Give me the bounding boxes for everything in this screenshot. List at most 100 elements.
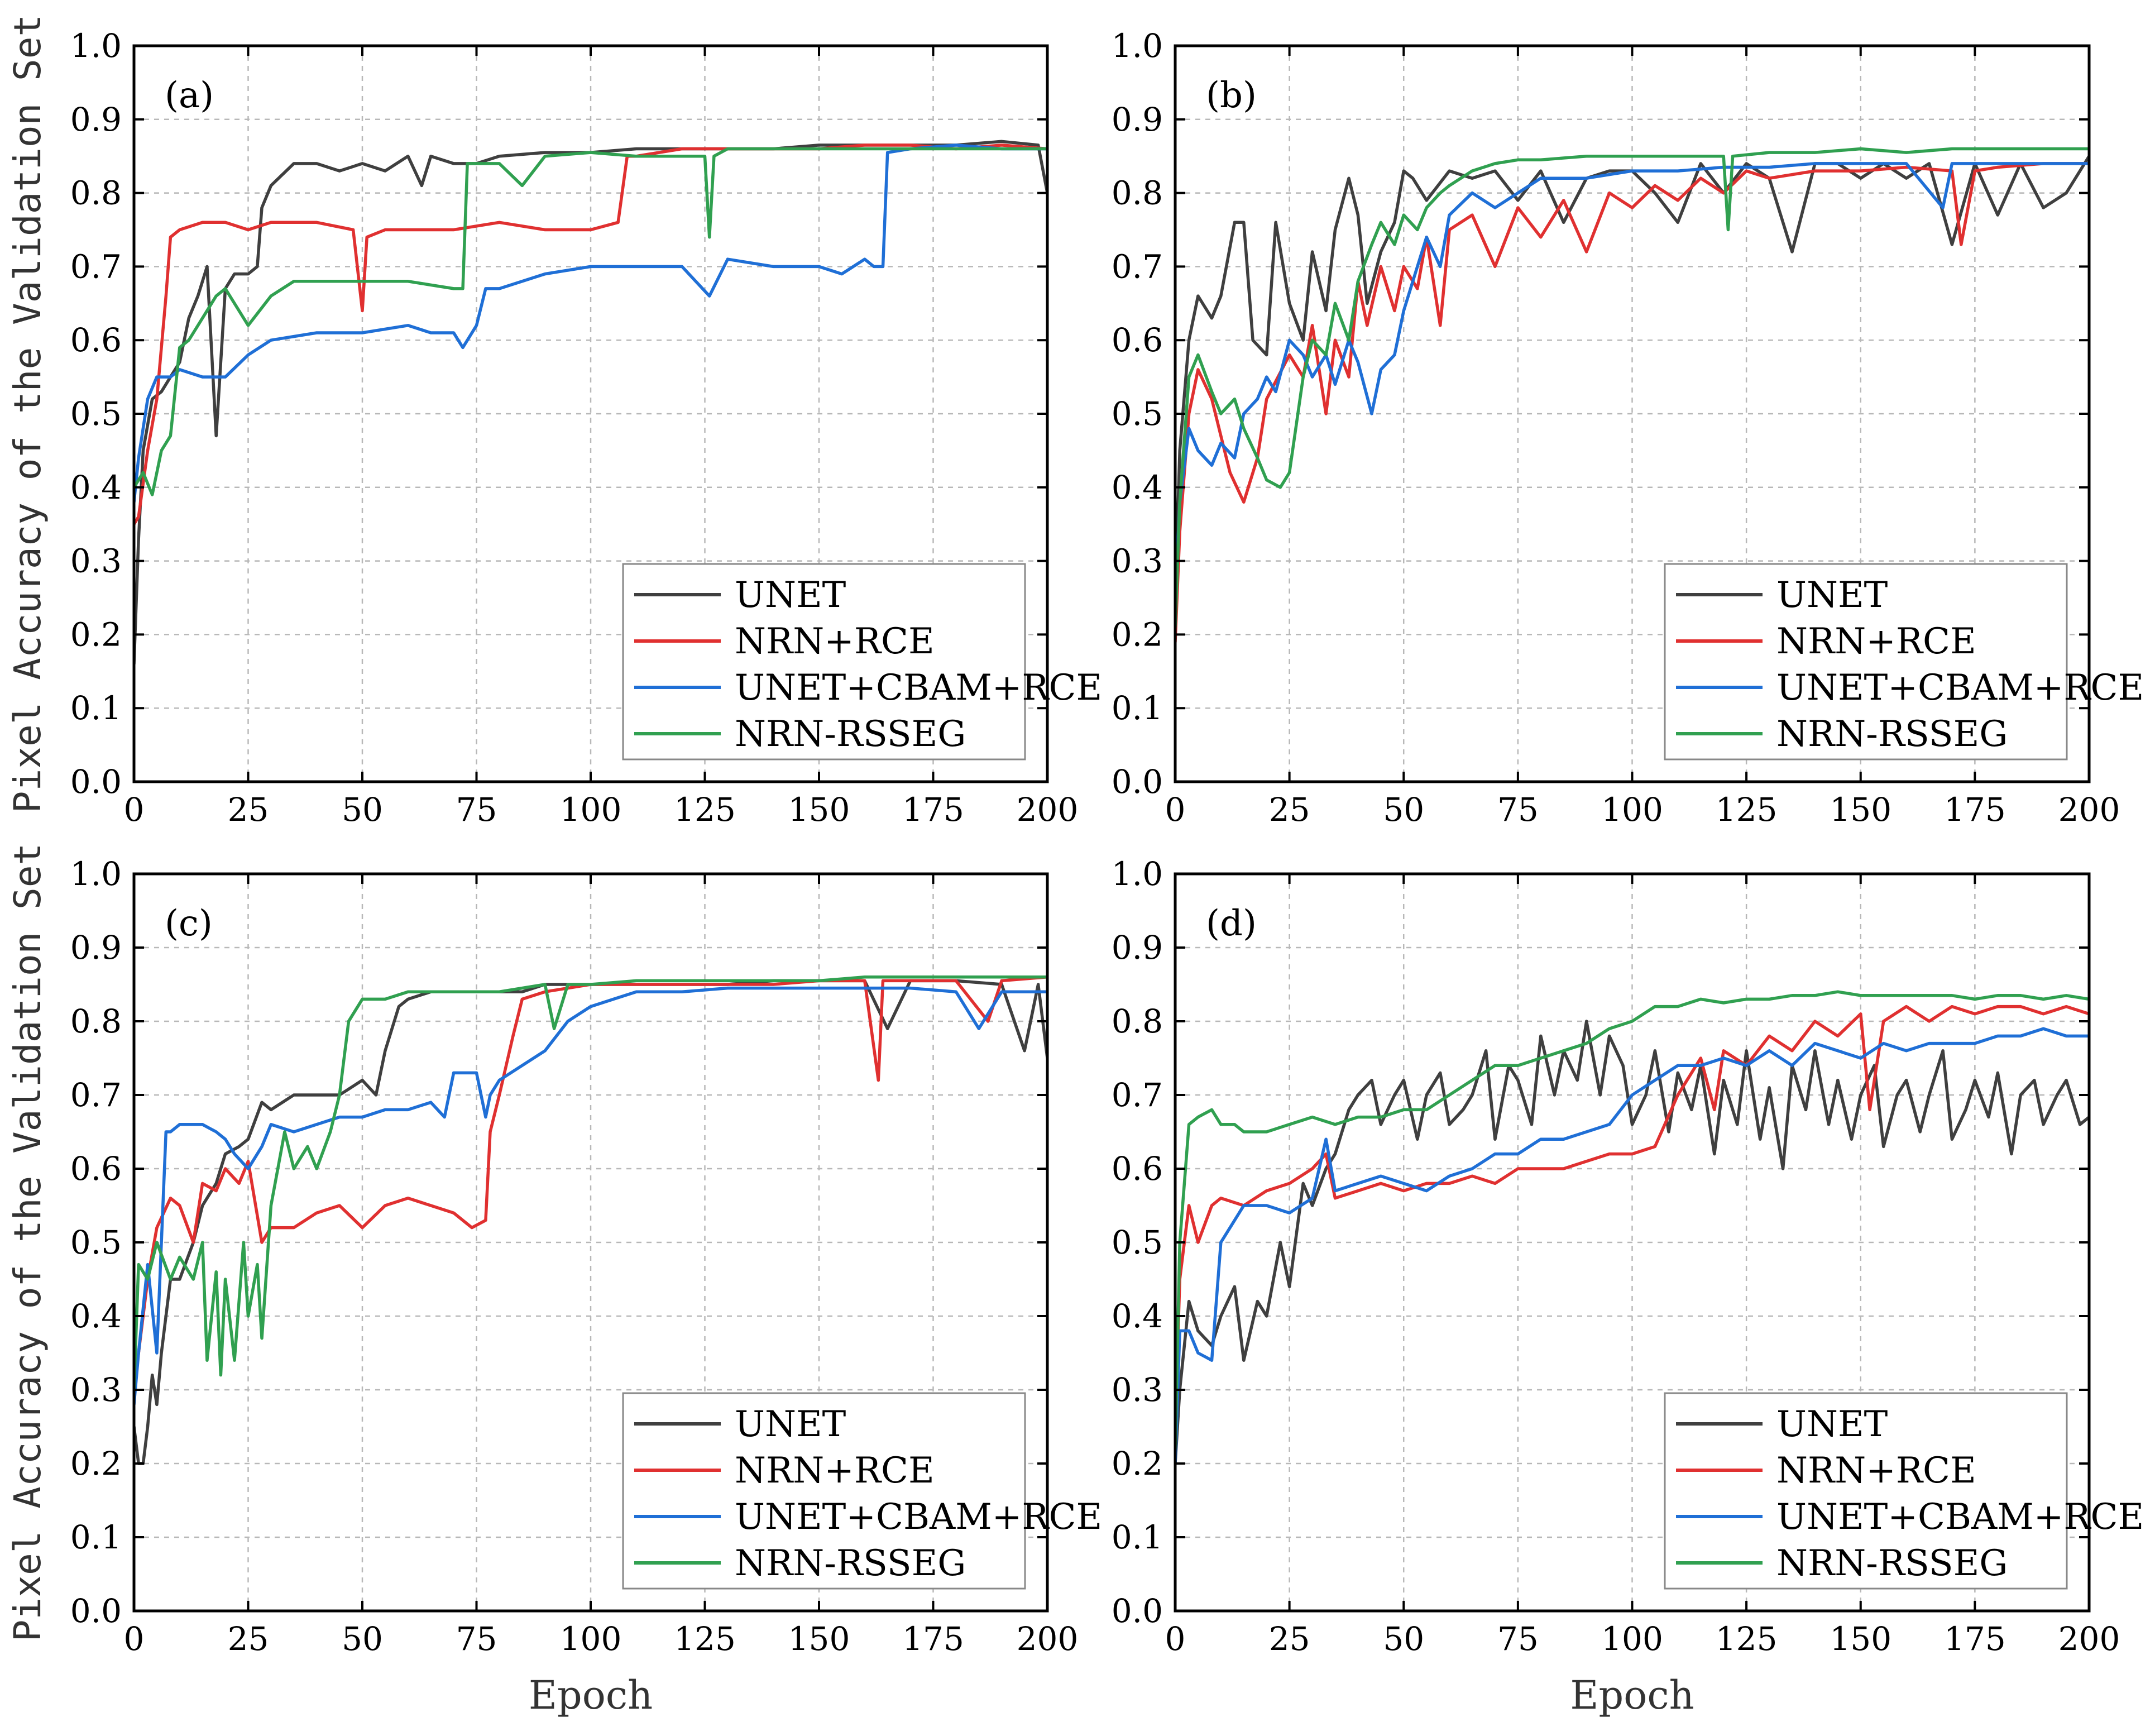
y-tick-label: 0.0 [70, 763, 122, 801]
y-tick-label: 0.4 [70, 468, 122, 506]
series-group [134, 975, 1047, 1465]
legend-label: UNET+CBAM+RCE [735, 1496, 1102, 1538]
y-tick-label: 0.9 [1112, 929, 1163, 967]
y-tick-label: 0.3 [1112, 1371, 1163, 1409]
x-tick-label: 150 [788, 1620, 850, 1658]
legend-label: NRN+RCE [1776, 621, 1976, 662]
y-tick-label: 0.1 [1112, 1518, 1163, 1556]
chart-panel-4: 0 25 50 75 100 125 150 175 200 0.0 0.1 0.2 0.3 0.4 0.5… [1112, 855, 2144, 1718]
legend-box [1664, 1392, 2068, 1590]
y-tick-label: 0.9 [1112, 101, 1163, 138]
y-tick-label: 0.7 [1112, 1076, 1163, 1114]
y-tick-label: 0.8 [70, 1002, 122, 1040]
x-tick-label: 200 [2058, 791, 2120, 829]
x-tick-label: 50 [1383, 791, 1424, 829]
y-tick-label: 1.0 [1112, 855, 1163, 893]
y-tick-label: 0.4 [1112, 468, 1163, 506]
legend-label: UNET [735, 575, 846, 616]
x-tick-label: 125 [1716, 791, 1778, 829]
y-tick-label: 0.3 [70, 542, 122, 580]
legend-label: NRN-RSSEG [1776, 1543, 2008, 1584]
x-tick-label: 25 [228, 1620, 269, 1658]
y-axis-title: Pixel Accuracy of the Validation Set [6, 843, 49, 1642]
series-line-nrn-rce [134, 975, 1047, 1391]
y-tick-label: 0.4 [1112, 1297, 1163, 1335]
x-tick-label: 200 [1017, 791, 1079, 829]
y-tick-label: 0.6 [70, 1150, 122, 1188]
x-tick-label: 0 [124, 791, 145, 829]
series-line-unet-cbam-rce [1175, 162, 2089, 600]
series-line-unet-cbam-rce [1175, 1027, 2089, 1465]
series-line-nrn-rsseg [1175, 147, 2089, 629]
x-tick-label: 50 [342, 791, 383, 829]
y-tick-label: 0.1 [70, 689, 122, 727]
x-axis-title: Epoch [1570, 1672, 1694, 1718]
x-tick-label: 0 [124, 1620, 145, 1658]
x-tick-label: 0 [1165, 1620, 1186, 1658]
y-tick-label: 0.8 [1112, 1002, 1163, 1040]
panel-label: (d) [1206, 903, 1257, 944]
legend-label: NRN-RSSEG [735, 1543, 966, 1584]
y-tick-label: 0.6 [70, 321, 122, 359]
legend-label: UNET [1776, 575, 1888, 616]
y-tick-label: 0.2 [1112, 615, 1163, 653]
panel-label: (a) [165, 75, 214, 116]
series-line-nrn-rsseg [134, 975, 1047, 1391]
x-tick-label: 75 [456, 791, 497, 829]
legend: UNET NRN+RCE UNET+CBAM+RCE NRN-RSSEG [622, 563, 1102, 761]
legend-label: NRN+RCE [1776, 1450, 1976, 1491]
y-tick-label: 0.3 [1112, 542, 1163, 580]
legend-label: UNET+CBAM+RCE [1776, 667, 2144, 709]
legend-label: NRN-RSSEG [1776, 714, 2008, 755]
y-tick-label: 0.9 [70, 929, 122, 967]
legend: UNET NRN+RCE UNET+CBAM+RCE NRN-RSSEG [1664, 563, 2144, 761]
y-tick-label: 0.7 [70, 247, 122, 285]
x-tick-label: 75 [456, 1620, 497, 1658]
chart-panel-2: 0 25 50 75 100 125 150 175 200 0.0 0.1 0.2 0.3 0.4 0.5… [1112, 27, 2144, 829]
x-tick-label: 100 [560, 1620, 622, 1658]
x-tick-label: 50 [1383, 1620, 1424, 1658]
x-tick-label: 75 [1497, 1620, 1539, 1658]
y-tick-label: 0.0 [1112, 1592, 1163, 1630]
y-tick-label: 0.5 [70, 395, 122, 433]
y-tick-label: 0.1 [1112, 689, 1163, 727]
series-line-nrn-rce [1175, 162, 2089, 644]
y-tick-label: 0.7 [1112, 247, 1163, 285]
x-tick-label: 50 [342, 1620, 383, 1658]
legend-box [622, 1392, 1026, 1590]
series-line-nrn-rce [1175, 1005, 2089, 1428]
y-tick-label: 1.0 [70, 27, 122, 65]
y-tick-label: 0.0 [1112, 763, 1163, 801]
y-tick-label: 0.7 [70, 1076, 122, 1114]
y-tick-label: 0.5 [1112, 395, 1163, 433]
panel-label: (c) [165, 903, 213, 944]
x-tick-label: 25 [1269, 1620, 1310, 1658]
x-tick-label: 100 [560, 791, 622, 829]
series-line-unet-cbam-rce [134, 986, 1047, 1407]
legend-label: UNET+CBAM+RCE [735, 667, 1102, 709]
y-tick-label: 0.2 [1112, 1445, 1163, 1482]
legend-label: NRN+RCE [735, 1450, 935, 1491]
legend-label: UNET+CBAM+RCE [1776, 1496, 2144, 1538]
y-tick-label: 0.6 [1112, 1150, 1163, 1188]
y-tick-label: 1.0 [70, 855, 122, 893]
y-tick-label: 0.5 [1112, 1223, 1163, 1261]
x-tick-label: 125 [674, 791, 736, 829]
series-line-nrn-rsseg [1175, 990, 2089, 1451]
y-tick-label: 0.4 [70, 1297, 122, 1335]
y-tick-label: 0.2 [70, 615, 122, 653]
series-group [1175, 147, 2089, 644]
y-tick-label: 1.0 [1112, 27, 1163, 65]
x-tick-label: 175 [1944, 791, 2006, 829]
chart-panel-1: 0 25 50 75 100 125 150 175 200 0.0 0.1 0.2 0.3 0.4 0.5… [6, 15, 1102, 829]
y-tick-label: 0.1 [70, 1518, 122, 1556]
x-tick-label: 100 [1601, 791, 1663, 829]
panel-label: (b) [1206, 75, 1257, 116]
legend-box [1664, 563, 2068, 761]
x-axis-title: Epoch [529, 1672, 653, 1718]
x-tick-label: 25 [228, 791, 269, 829]
series-line-nrn-rsseg [134, 147, 1047, 496]
series-group [134, 140, 1047, 666]
y-tick-label: 0.8 [70, 174, 122, 212]
legend-label: NRN-RSSEG [735, 714, 966, 755]
